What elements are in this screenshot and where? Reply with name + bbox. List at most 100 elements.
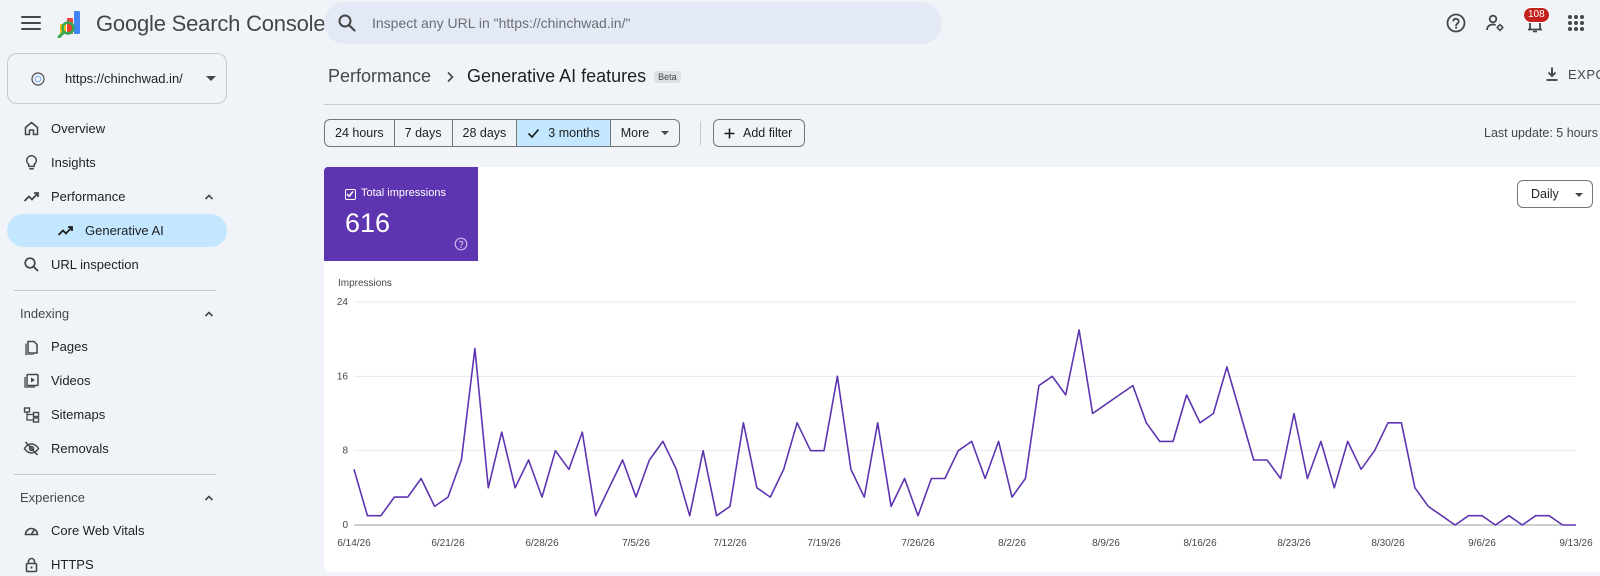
caret-down-icon (661, 131, 670, 135)
date-range-label: 3 months (548, 126, 600, 140)
search-icon (24, 257, 39, 272)
chevron-up-icon (204, 311, 214, 317)
date-range-7-days[interactable]: 7 days (395, 120, 453, 146)
sidebar-item-removals[interactable]: Removals (7, 432, 227, 465)
x-tick-label: 8/23/26 (1277, 538, 1311, 549)
last-update-text: Last update: 5 hours ago (1484, 126, 1600, 140)
x-tick-label: 6/28/26 (525, 538, 559, 549)
sidebar-item-url-inspection[interactable]: URL inspection (7, 248, 227, 281)
sidebar-item-overview[interactable]: Overview (7, 112, 227, 145)
y-tick-label: 8 (342, 446, 348, 457)
section-header-experience[interactable]: Experience (20, 490, 220, 505)
lightbulb-icon (26, 155, 37, 170)
breadcrumb: Performance Generative AI features Beta (328, 66, 681, 87)
search-console-logo-icon (57, 11, 80, 38)
x-tick-label: 7/26/26 (901, 538, 935, 549)
sidebar-divider (14, 474, 216, 475)
sidebar-item-core-web-vitals[interactable]: Core Web Vitals (7, 514, 227, 547)
sidebar-item-label: Insights (51, 155, 96, 170)
chevron-up-icon (204, 495, 214, 501)
chevron-up-icon (204, 194, 214, 200)
x-tick-label: 7/12/26 (713, 538, 747, 549)
apps-grid-icon[interactable] (1565, 12, 1587, 34)
date-range-more[interactable]: More (611, 120, 679, 146)
more-label: More (620, 126, 650, 140)
metric-checkbox[interactable] (345, 189, 356, 200)
url-inspection-search[interactable] (324, 2, 942, 44)
sidebar-item-performance[interactable]: Performance (7, 180, 227, 213)
add-filter-label: Add filter (743, 126, 793, 140)
y-axis-title: Impressions (338, 278, 392, 289)
date-range-3-months[interactable]: 3 months (517, 120, 611, 146)
search-icon (338, 14, 356, 32)
sidebar-item-sitemaps[interactable]: Sitemaps (7, 398, 227, 431)
search-input[interactable] (372, 2, 922, 44)
property-selector[interactable]: https://chinchwad.in/ (7, 53, 227, 104)
menu-icon[interactable] (20, 12, 42, 34)
product-name[interactable]: Google Search Console (96, 11, 326, 36)
sidebar-item-label: Pages (51, 339, 88, 354)
date-range-28-days[interactable]: 28 days (453, 120, 518, 146)
x-tick-label: 8/9/26 (1092, 538, 1120, 549)
impressions-line-chart: Impressions 0 8 16 24 6/14/26 6/21/26 6/28/26 7/… (337, 278, 1593, 549)
y-tick-label: 16 (337, 371, 349, 382)
x-tick-label: 9/6/26 (1468, 538, 1496, 549)
trending-up-icon (57, 226, 73, 236)
gauge-icon (24, 527, 39, 536)
granularity-select[interactable]: Daily (1517, 180, 1593, 208)
x-tick-label: 8/16/26 (1183, 538, 1217, 549)
sidebar-item-generative-ai[interactable]: Generative AI (7, 214, 227, 247)
section-header-indexing[interactable]: Indexing (20, 306, 220, 321)
x-tick-label: 9/13/26 (1559, 538, 1593, 549)
section-title: Indexing (20, 306, 70, 321)
sidebar-item-label: Videos (51, 373, 91, 388)
sidebar-item-https[interactable]: HTTPS (7, 548, 227, 576)
sidebar-item-videos[interactable]: Videos (7, 364, 227, 397)
date-range-label: 28 days (462, 126, 507, 140)
sidebar-item-label: Overview (51, 121, 106, 136)
performance-chart-card (324, 167, 1600, 572)
x-tick-label: 8/2/26 (998, 538, 1026, 549)
breadcrumb-parent[interactable]: Performance (328, 66, 432, 86)
check-icon (528, 128, 540, 138)
sidebar-item-label: Performance (51, 189, 126, 204)
sidebar-item-pages[interactable]: Pages (7, 330, 227, 363)
user-settings-icon[interactable] (1484, 12, 1506, 34)
pages-icon (25, 340, 38, 355)
beta-badge: Beta (654, 70, 681, 83)
sidebar-item-label: HTTPS (51, 557, 94, 572)
date-range-label: 24 hours (335, 126, 384, 140)
lock-icon (25, 557, 38, 573)
sidebar-item-label: Generative AI (85, 223, 164, 238)
section-title: Experience (20, 490, 86, 505)
sidebar-item-insights[interactable]: Insights (7, 146, 227, 179)
help-icon[interactable] (454, 237, 468, 251)
home-icon (24, 121, 39, 136)
eye-off-icon (23, 441, 40, 456)
export-button[interactable]: EXPORT (1544, 66, 1600, 82)
chevron-right-icon (447, 71, 454, 82)
x-tick-label: 6/14/26 (337, 538, 371, 549)
caret-down-icon (1575, 193, 1583, 197)
y-tick-label: 0 (342, 520, 348, 531)
plus-icon (724, 128, 735, 138)
date-range-24-hours[interactable]: 24 hours (325, 120, 395, 146)
page-title: Generative AI features (467, 66, 647, 86)
series-line-impressions (353, 329, 1576, 526)
metric-label: Total impressions (361, 187, 446, 199)
sidebar-item-label: Removals (51, 441, 109, 456)
sidebar-item-label: URL inspection (51, 257, 139, 272)
metric-tile-total-impressions[interactable]: Total impressions 616 (324, 167, 478, 261)
download-icon (1546, 67, 1558, 81)
sidebar-item-label: Sitemaps (51, 407, 106, 422)
granularity-label: Daily (1531, 187, 1559, 201)
x-tick-label: 6/21/26 (431, 538, 465, 549)
add-filter-button[interactable]: Add filter (713, 119, 806, 147)
filter-separator (700, 121, 701, 145)
trending-up-icon (23, 192, 39, 202)
top-bar: Google Search Console 108 (0, 0, 1600, 46)
date-range-label: 7 days (404, 126, 442, 140)
metric-value: 616 (345, 208, 391, 238)
help-icon[interactable] (1445, 12, 1467, 34)
date-range-selector: 24 hours 7 days 28 days 3 months More (324, 119, 681, 147)
